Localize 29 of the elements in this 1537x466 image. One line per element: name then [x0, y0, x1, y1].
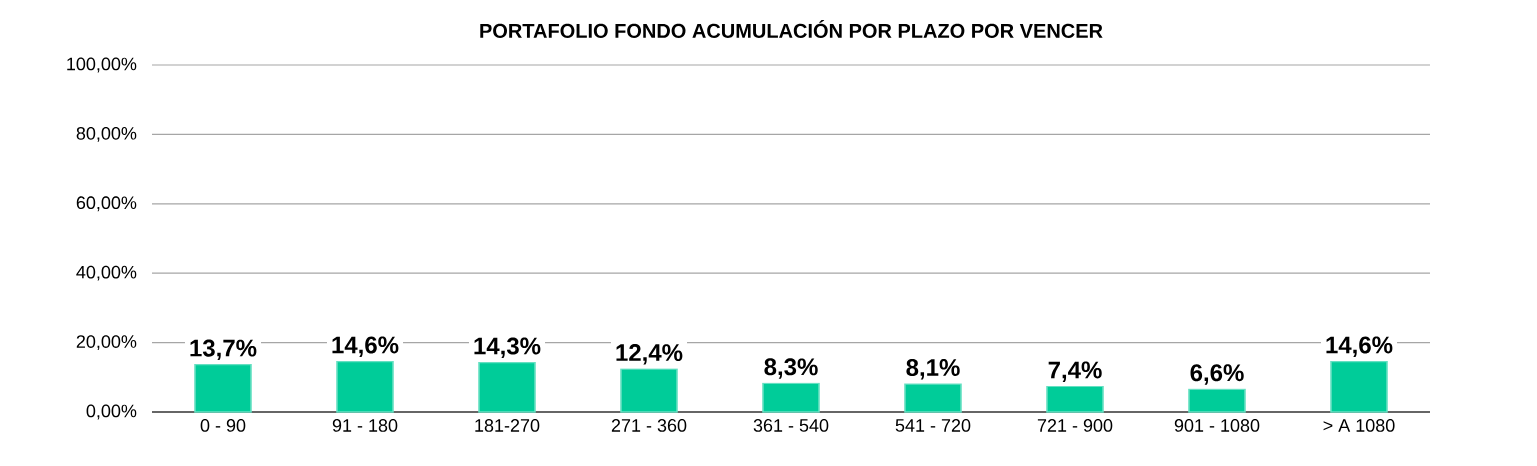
data-label: 7,4% — [1048, 361, 1102, 382]
x-tick-label: 901 - 1080 — [1174, 419, 1260, 432]
data-label: 14,6% — [1326, 336, 1393, 357]
y-tick-label: 20,00% — [76, 335, 137, 351]
y-tick-label: 60,00% — [76, 196, 137, 212]
x-tick-label: > A 1080 — [1323, 419, 1395, 432]
data-label: 6,6% — [1190, 364, 1244, 385]
data-label: 12,4% — [616, 344, 683, 365]
x-tick-label: 0 - 90 — [200, 419, 246, 432]
bar — [1046, 385, 1104, 413]
y-tick-label: 80,00% — [76, 126, 137, 142]
y-tick-label: 100,00% — [67, 57, 137, 73]
x-tick-label: 271 - 360 — [611, 419, 687, 432]
chart-title: PORTAFOLIO FONDO ACUMULACIÓN POR PLAZO POR VENCER — [480, 20, 1103, 38]
bar — [762, 382, 820, 413]
data-label: 8,3% — [764, 358, 818, 379]
x-tick-label: 361 - 540 — [753, 419, 829, 432]
y-tick-label: 40,00% — [76, 265, 137, 281]
data-label: 14,6% — [332, 336, 399, 357]
data-label: 13,7% — [190, 339, 257, 361]
y-tick-label: 0,00% — [86, 404, 137, 420]
bar — [904, 383, 962, 413]
data-label: 8,1% — [906, 359, 960, 380]
x-tick-label: 91 - 180 — [332, 419, 398, 432]
bar — [1188, 388, 1246, 413]
data-label: 14,3% — [474, 337, 541, 358]
x-tick-label: 541 - 720 — [895, 419, 971, 432]
x-tick-label: 181-270 — [475, 419, 540, 432]
x-tick-label: 721 - 900 — [1037, 419, 1113, 432]
